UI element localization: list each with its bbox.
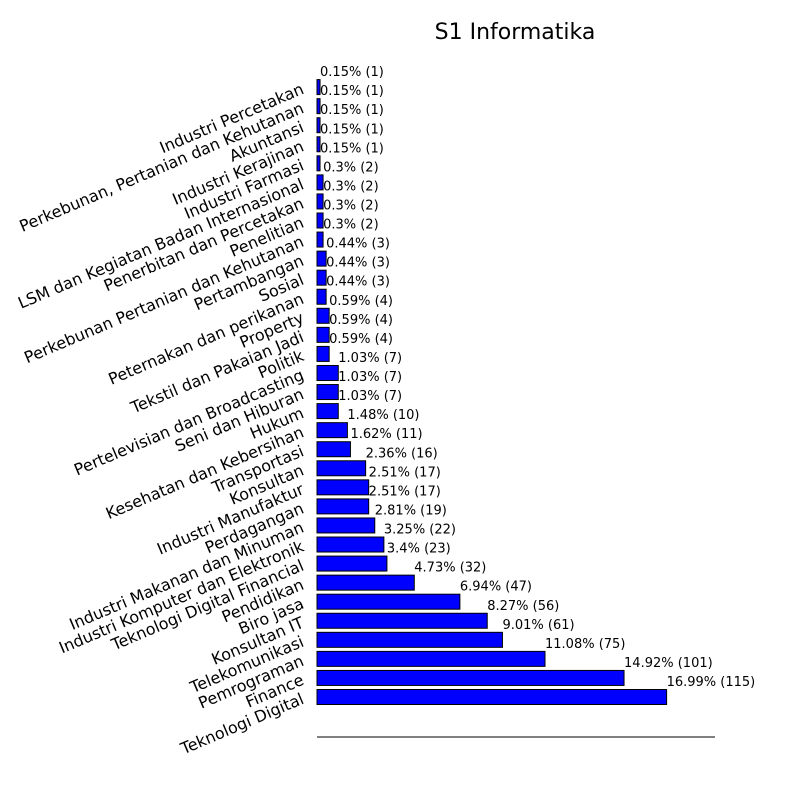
bar	[316, 593, 461, 610]
y-tick-labels-group: Teknologi DigitalFinancePemrogramanTelek…	[15, 79, 307, 758]
data-label: 0.59% (4)	[329, 294, 393, 309]
data-label: 1.48% (10)	[347, 408, 419, 423]
bar	[316, 117, 321, 134]
bar	[316, 479, 370, 496]
bar	[316, 307, 330, 324]
bar	[316, 498, 370, 515]
data-label: 0.3% (2)	[323, 199, 379, 214]
bar	[316, 574, 415, 591]
data-label: 0.15% (1)	[320, 103, 384, 118]
bar	[316, 555, 388, 572]
bar	[316, 231, 324, 248]
data-label: 11.08% (75)	[545, 637, 625, 652]
bar	[316, 441, 351, 458]
bar	[316, 136, 321, 153]
data-label: 2.51% (17)	[369, 465, 441, 480]
data-label: 3.4% (23)	[387, 542, 451, 557]
data-label: 1.03% (7)	[338, 389, 402, 404]
bar	[316, 403, 339, 420]
bar	[316, 364, 339, 381]
bars-group	[316, 79, 668, 705]
data-label: 6.94% (47)	[460, 580, 532, 595]
bar	[316, 536, 385, 553]
bar	[316, 193, 324, 210]
bar	[316, 288, 327, 305]
data-label: 2.51% (17)	[369, 484, 441, 499]
data-label: 1.03% (7)	[338, 351, 402, 366]
data-label: 9.01% (61)	[502, 618, 574, 633]
bar	[316, 174, 324, 191]
data-label: 1.62% (11)	[350, 427, 422, 442]
bar	[316, 650, 546, 667]
bar	[316, 631, 503, 648]
data-label: 14.92% (101)	[624, 656, 713, 671]
bar	[316, 98, 321, 115]
bar	[316, 689, 668, 705]
bar	[316, 460, 367, 477]
data-label: 2.81% (19)	[375, 503, 447, 518]
data-label: 0.59% (4)	[329, 313, 393, 328]
data-label: 0.44% (3)	[326, 275, 390, 290]
data-label: 0.15% (1)	[320, 84, 384, 99]
bar	[316, 212, 324, 229]
bar	[316, 517, 376, 534]
data-label: 0.3% (2)	[323, 218, 379, 233]
bar	[316, 422, 348, 439]
data-label: 0.3% (2)	[323, 179, 379, 194]
data-label: 4.73% (32)	[414, 561, 486, 576]
bar	[316, 669, 625, 686]
data-label: 0.44% (3)	[326, 256, 390, 271]
bar	[316, 79, 321, 96]
data-label: 16.99% (115)	[667, 675, 756, 690]
data-label: 0.15% (1)	[320, 141, 384, 156]
data-label: 0.59% (4)	[329, 332, 393, 347]
data-label: 8.27% (56)	[487, 599, 559, 614]
y-tick-label: Teknologi Digital	[177, 689, 307, 758]
data-label: 2.36% (16)	[366, 446, 438, 461]
data-label: 0.15% (1)	[320, 65, 384, 80]
data-labels-group: 16.99% (115) 14.92% (101) 11.08% (75) 9.01%…	[320, 65, 755, 690]
data-label: 0.15% (1)	[320, 122, 384, 137]
data-label: 0.3% (2)	[323, 160, 379, 175]
bar	[316, 345, 330, 362]
bar	[316, 612, 488, 629]
bar	[316, 269, 327, 286]
data-label: 1.03% (7)	[338, 370, 402, 385]
bar	[316, 250, 327, 267]
bar	[316, 384, 339, 401]
data-label: 0.44% (3)	[326, 237, 390, 252]
chart-title: S1 Informatika	[435, 20, 596, 45]
bar	[316, 155, 321, 172]
bar	[316, 326, 330, 343]
data-label: 3.25% (22)	[384, 523, 456, 538]
